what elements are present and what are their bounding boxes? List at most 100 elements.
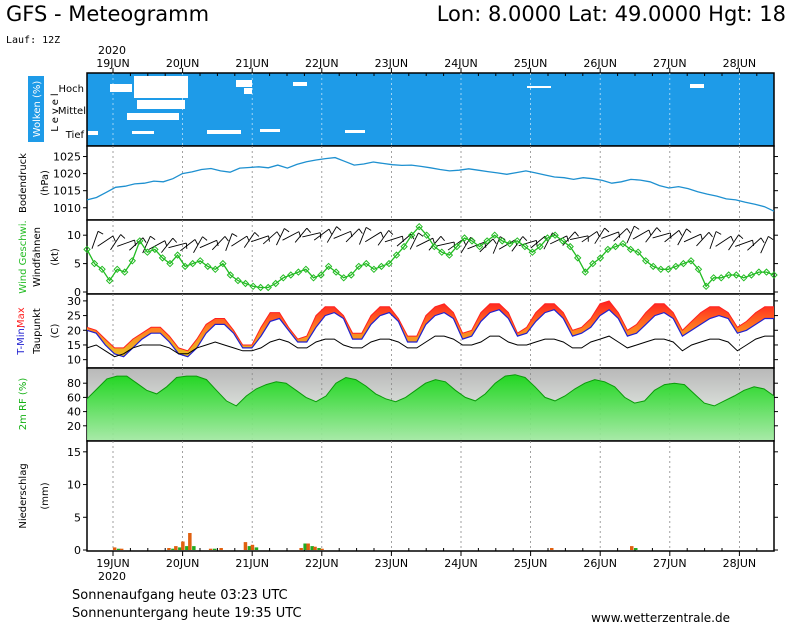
precip-bar <box>174 546 178 550</box>
pressure-panel-frame <box>86 145 775 221</box>
wind-speed-point <box>226 271 235 279</box>
x-tick-label-top: 20JUN <box>166 57 200 70</box>
temp-axis-label-min: T-Min, <box>16 325 27 356</box>
wind-barb-flag <box>150 235 156 240</box>
wind-barb-staff <box>594 227 606 244</box>
wind-speed-point <box>385 259 393 268</box>
wind-speed-point <box>415 222 423 231</box>
clouds-sub-label: Level <box>50 90 61 131</box>
wind-barb-staff <box>282 231 300 241</box>
wind-barb-staff <box>664 229 680 243</box>
wind-barb-flag <box>202 236 208 241</box>
cloud-gap <box>134 76 188 98</box>
x-tick-label-top: 23JUN <box>375 57 409 70</box>
wind-barb <box>294 227 312 243</box>
wind-barb <box>728 234 744 251</box>
wind-barb-flag <box>574 231 579 237</box>
wind-barb <box>549 235 569 245</box>
wind-axis-label-barbs: Windfahnen <box>32 227 43 287</box>
x-tick-label-top: 25JUN <box>514 57 548 70</box>
wind-barb-staff <box>225 233 233 251</box>
wind-speed-point <box>717 274 725 282</box>
clouds-axis-label: Wolken (%) <box>32 81 43 138</box>
tmin-line <box>86 308 774 358</box>
wind-barb-staff <box>345 228 360 243</box>
sunrise-text: Sonnenaufgang heute 03:23 UTC <box>72 588 288 603</box>
wind-barb <box>626 225 640 244</box>
temperature-plot <box>86 300 774 358</box>
precip-bar <box>219 548 223 550</box>
pressure-axis-label: Bodendruck <box>18 153 29 213</box>
wind-speed-point <box>287 271 295 279</box>
wind-speed-point <box>400 242 408 251</box>
wind-barb-flag <box>708 232 713 238</box>
temp-axis-label-dewpoint: Taupunkt <box>32 308 43 355</box>
wind-speed-point <box>377 262 386 271</box>
precip-bar <box>208 548 213 550</box>
cloud-gap <box>207 130 241 134</box>
wind-barb <box>428 235 445 251</box>
wind-barb <box>632 229 652 240</box>
wind-barb-flag <box>142 237 147 243</box>
wind-barb-staff <box>359 227 367 245</box>
wind-barb <box>747 237 765 251</box>
wind-speed-point <box>234 276 242 285</box>
wind-barb-flag <box>730 236 734 242</box>
wind-speed-point <box>355 262 363 271</box>
wind-speed-point <box>558 237 567 245</box>
wind-barb-flag <box>596 231 600 237</box>
wind-barb <box>262 231 281 245</box>
wind-barb-flag <box>97 230 104 235</box>
wind-barb-flag <box>738 234 744 240</box>
precip-bar <box>192 546 196 550</box>
y-tick-label: 1010 <box>53 202 81 215</box>
precip-bar <box>185 546 189 550</box>
wind-speed-point <box>679 259 688 268</box>
wind-barb-staff <box>747 237 762 251</box>
wind-barb-flag <box>656 227 662 233</box>
wind-speed-point <box>347 271 355 279</box>
temp-axis-unit: (C) <box>50 324 61 339</box>
x-tick-label-bottom: 27JUN <box>653 557 687 570</box>
pressure-plot <box>86 156 775 212</box>
wind-barb <box>313 228 333 241</box>
wind-speed-point <box>475 242 484 251</box>
precip-bar <box>310 546 314 550</box>
pressure-axis-unit: (hPa) <box>40 170 51 196</box>
cloud-gap <box>110 84 132 92</box>
wind-barb <box>715 235 734 247</box>
wind-barb-staff <box>632 229 650 240</box>
precip-bar <box>317 548 321 550</box>
cloud-gap <box>132 131 154 134</box>
wind-barb-flag <box>224 236 229 242</box>
wind-barb-staff <box>129 237 144 251</box>
temperature-panel-frame <box>86 293 775 369</box>
pressure-line <box>86 156 775 212</box>
wind-barb-staff <box>683 233 701 243</box>
wind-speed-point <box>302 265 310 274</box>
wind-speed-point <box>634 248 642 256</box>
wind-speed-point <box>589 259 597 268</box>
wind-barb-flag <box>678 230 683 236</box>
wind-barb <box>365 231 384 243</box>
wind-barb-flag <box>306 227 312 233</box>
wind-speed-point <box>422 231 431 239</box>
precip-bar <box>212 548 217 550</box>
wind-speed-point <box>332 268 340 276</box>
wind-barb <box>180 239 199 252</box>
y-tick-label: 80 <box>67 377 81 390</box>
wind-speed-point <box>709 274 718 282</box>
wind-barb-staff <box>728 234 740 251</box>
precip-bar <box>178 547 182 550</box>
wind-barb-flag <box>440 235 445 242</box>
wind-barb <box>326 226 342 243</box>
wind-speed-point <box>551 231 559 239</box>
wind-speed-point <box>136 237 144 245</box>
y-tick-label: 20 <box>67 420 81 433</box>
y-tick-label: 30 <box>67 295 81 308</box>
wind-barb-staff <box>276 228 285 246</box>
wind-barb-staff <box>652 232 671 239</box>
precip-bar <box>313 546 317 550</box>
wind-speed-point <box>445 251 454 259</box>
wind-speed-point <box>649 262 657 271</box>
